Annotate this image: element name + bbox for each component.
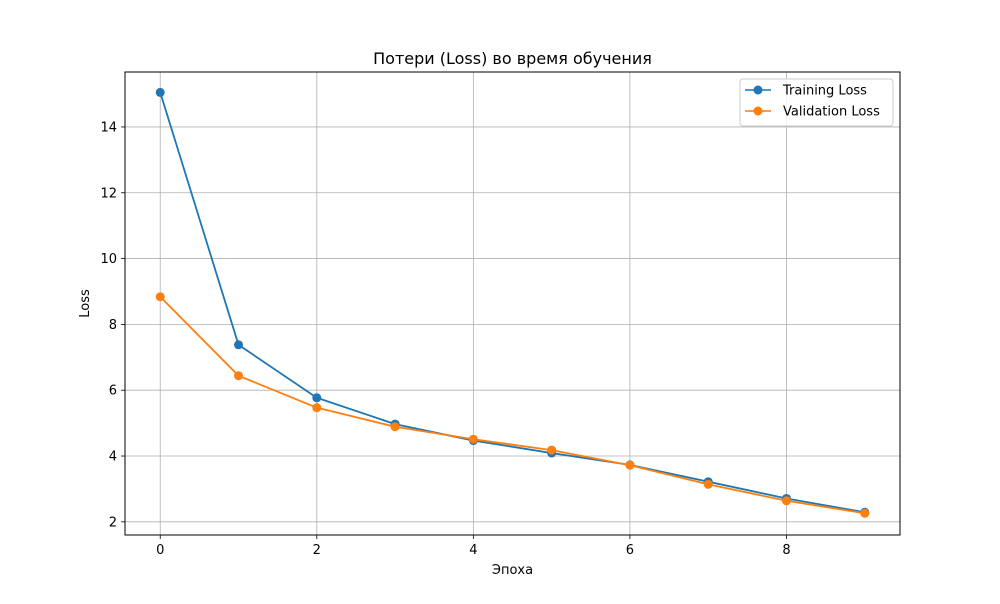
x-tick-label: 4 [469,543,477,558]
data-point-validation-loss [703,479,713,489]
data-point-validation-loss [781,496,791,506]
data-point-validation-loss [312,403,322,413]
series-line-training-loss [159,92,865,514]
y-tick-label: 10 [100,252,117,267]
series-layer [155,87,870,518]
y-tick-label: 8 [109,318,117,333]
series-line-validation-loss [159,296,865,515]
data-point-training-loss [155,87,165,97]
legend-label-validation-loss: Validation Loss [783,105,880,120]
legend-box [739,78,894,127]
y-tick-label: 12 [100,186,117,201]
y-axis-ticks: 2 4 6 8 10 12 14 [100,120,125,530]
legend-entry-training-loss: Training Loss [745,84,867,99]
data-point-training-loss [234,340,244,350]
grid [125,72,900,535]
legend-marker-training-loss [753,85,763,95]
data-point-validation-loss [155,292,165,302]
y-tick-label: 2 [109,515,117,530]
legend-entry-validation-loss: Validation Loss [745,105,880,120]
x-tick-label: 2 [313,543,321,558]
data-point-validation-loss [234,371,244,381]
data-point-validation-loss [860,508,870,518]
data-point-validation-loss [547,445,557,455]
x-axis-label: Эпоха [492,563,533,578]
legend-marker-validation-loss [753,106,763,116]
data-point-validation-loss [468,434,478,444]
x-tick-label: 6 [626,543,634,558]
x-axis-ticks: 0 2 4 6 8 [156,535,791,558]
data-point-validation-loss [625,460,635,470]
chart-title: Потери (Loss) во время обучения [373,49,652,68]
y-axis-label: Loss [78,289,93,318]
x-tick-label: 0 [156,543,164,558]
plot-frame [124,71,901,536]
data-point-validation-loss [390,422,400,432]
y-tick-label: 14 [100,120,117,135]
x-tick-label: 8 [782,543,790,558]
y-tick-label: 6 [109,384,117,399]
legend-label-training-loss: Training Loss [782,84,867,99]
legend: Training Loss Validation Loss [739,78,894,127]
y-tick-label: 4 [109,450,117,465]
data-point-training-loss [312,393,322,403]
